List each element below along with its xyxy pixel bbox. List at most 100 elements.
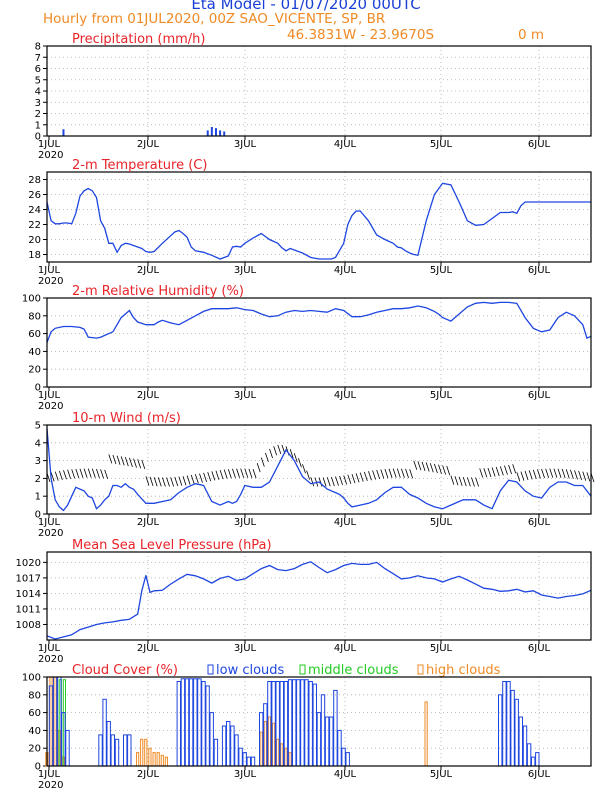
wind-arrow — [495, 466, 500, 477]
header-elevation: 0 m — [518, 27, 545, 43]
y-tick-label: 26 — [28, 190, 41, 201]
wind-arrow — [417, 461, 422, 471]
wind-arrow — [330, 476, 335, 487]
wind-arrow — [376, 469, 381, 480]
high-cloud-bar — [280, 743, 284, 767]
plot-frame — [46, 297, 592, 388]
y-tick-label: 2 — [35, 109, 41, 120]
low-cloud-bar — [238, 747, 243, 767]
wind-arrow — [392, 468, 397, 478]
x-tick-label: 1JUL — [38, 390, 61, 401]
wind-arrow — [211, 471, 216, 481]
x-tick-label: 3JUL — [234, 769, 257, 780]
chart-wind: 0 1 2 3 4 5 1JUL 2JUL 3JUL 4JUL 5JUL 6JUL 2020 10-m W… — [35, 411, 595, 539]
rh-line — [46, 301, 592, 343]
wind-arrow — [421, 461, 426, 471]
y-tick-label: 20 — [28, 235, 41, 246]
wind-arrow — [248, 468, 253, 478]
low-cloud-bar — [114, 738, 120, 767]
low-cloud-bar — [205, 685, 210, 767]
wind-arrow — [450, 475, 455, 485]
y-tick-label: 1 — [35, 120, 41, 131]
wind-arrow — [256, 463, 261, 473]
x-tick-label: 2JUL — [137, 643, 160, 654]
y-tick-label: 1017 — [16, 573, 41, 584]
y-tick-label: 20 — [28, 365, 41, 376]
wind-arrow — [425, 462, 430, 472]
wind-arrow — [524, 470, 529, 481]
x-tick-label: 1JUL — [38, 265, 61, 276]
low-cloud-bar — [308, 681, 313, 767]
year-label: 2020 — [38, 528, 63, 539]
high-cloud-bar — [156, 752, 160, 767]
wind-arrow — [335, 476, 339, 486]
wind-arrow — [244, 468, 249, 478]
mslp-line — [46, 561, 592, 640]
legend-label: high clouds — [426, 663, 501, 678]
high-cloud-bar — [152, 752, 156, 767]
y-tick-label: 2 — [35, 474, 41, 485]
wind-arrow — [363, 471, 368, 482]
low-cloud-bar — [502, 681, 507, 767]
temp-line — [46, 182, 591, 260]
wind-arrow — [565, 469, 570, 479]
low-cloud-bar — [514, 698, 519, 767]
wind-arrow — [194, 474, 199, 484]
wind-arrow — [512, 464, 517, 474]
high-cloud-bar — [267, 716, 271, 767]
page-title: Eta Model - 01/07/2020 00UTC — [191, 0, 421, 13]
wind-arrow — [545, 468, 550, 478]
y-tick-label: 8 — [35, 42, 41, 53]
precip-bar — [210, 127, 213, 136]
x-tick-label: 5JUL — [430, 265, 453, 276]
high-cloud-bar — [288, 752, 292, 767]
plot-frame — [46, 424, 592, 515]
y-tick-label: 3 — [35, 98, 41, 109]
low-cloud-bar — [110, 734, 115, 767]
high-cloud-bar — [160, 754, 164, 767]
high-cloud-bar — [140, 738, 144, 767]
wind-arrow — [438, 464, 442, 474]
x-tick-label: 2JUL — [137, 769, 160, 780]
plot-frame — [46, 551, 592, 641]
y-tick-label: 80 — [28, 690, 41, 701]
x-tick-label: 3JUL — [234, 643, 257, 654]
y-tick-label: 0 — [35, 132, 41, 143]
wind-arrow — [260, 457, 265, 467]
x-tick-label: 1JUL — [38, 769, 61, 780]
y-tick-label: 24 — [28, 205, 41, 216]
low-cloud-bar — [292, 679, 297, 767]
precip-bar — [214, 128, 217, 136]
low-cloud-bar — [230, 725, 235, 767]
wind-arrow — [429, 463, 434, 473]
low-cloud-bar — [242, 752, 247, 767]
x-tick-label: 4JUL — [334, 643, 357, 654]
x-tick-label: 4JUL — [334, 139, 357, 150]
year-label: 2020 — [38, 401, 63, 412]
low-cloud-bar — [234, 734, 239, 767]
x-tick-label: 6JUL — [528, 517, 551, 528]
wind-arrow — [269, 448, 273, 459]
y-tick-label: 18 — [28, 250, 41, 261]
wind-arrow — [434, 463, 438, 474]
low-cloud-bar — [197, 678, 202, 767]
low-cloud-bar — [106, 721, 111, 767]
x-tick-label: 4JUL — [334, 265, 357, 276]
low-cloud-bar — [180, 678, 186, 767]
x-tick-label: 6JUL — [528, 265, 551, 276]
x-tick-label: 4JUL — [334, 390, 357, 401]
y-tick-label: 1020 — [16, 558, 41, 569]
wind-arrow — [446, 466, 451, 476]
wind-arrow — [541, 468, 545, 479]
x-tick-label: 5JUL — [430, 769, 453, 780]
wind-arrow — [252, 468, 257, 479]
wind-arrow — [124, 457, 129, 467]
high-cloud-bar — [148, 747, 152, 767]
wind-arrow — [528, 470, 533, 480]
x-tick-label: 5JUL — [430, 517, 453, 528]
wind-arrow — [186, 475, 191, 485]
wind-arrow — [215, 470, 220, 480]
wind-arrow — [219, 470, 224, 480]
chart-cloud: 0 20 40 60 80 100 1JUL 2JUL 3JUL 4JUL 5JUL 6JUL 2020… — [22, 663, 592, 791]
